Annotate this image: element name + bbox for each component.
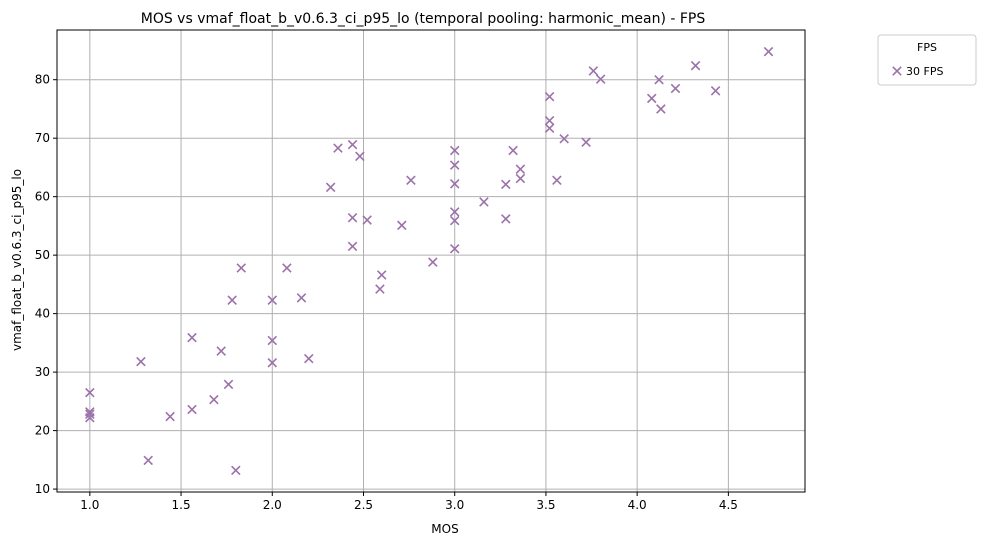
data-point	[304, 353, 314, 364]
y-tick-label: 60	[35, 190, 50, 204]
data-point	[646, 93, 657, 104]
data-point	[552, 175, 562, 186]
x-tick-label: 4.0	[628, 498, 647, 512]
legend: FPS 30 FPS	[877, 34, 977, 86]
data-point	[690, 60, 701, 71]
data-point	[670, 83, 681, 94]
y-axis-ticks: 10 20 30 40 50 60 70 80	[35, 73, 57, 496]
data-point	[397, 220, 407, 231]
data-point	[236, 263, 247, 273]
y-tick-label: 20	[35, 424, 50, 438]
data-point	[267, 335, 278, 346]
legend-series-label: 30 FPS	[906, 65, 943, 78]
data-point	[282, 263, 292, 273]
data-point	[544, 91, 555, 102]
data-point	[231, 465, 241, 476]
legend-marker	[892, 66, 902, 76]
data-point	[581, 137, 591, 148]
data-point	[267, 295, 278, 305]
legend-title: FPS	[917, 41, 937, 54]
data-point	[85, 409, 95, 419]
x-tick-label: 4.5	[719, 498, 738, 512]
data-point	[588, 66, 599, 76]
data-point	[325, 182, 336, 193]
data-point	[479, 197, 489, 207]
data-point	[515, 173, 526, 184]
legend-box	[877, 34, 977, 86]
data-point	[449, 243, 460, 254]
data-point	[763, 46, 774, 57]
y-tick-label: 30	[35, 365, 50, 379]
data-point	[656, 104, 666, 114]
data-point	[347, 139, 358, 150]
data-point	[449, 160, 460, 170]
data-point	[209, 394, 219, 405]
data-point	[187, 404, 197, 415]
plot-frame	[56, 29, 806, 493]
chart-title: MOS vs vmaf_float_b_v0.6.3_ci_p95_lo (te…	[141, 11, 706, 27]
data-point	[449, 179, 460, 189]
x-tick-label: 2.0	[263, 498, 282, 512]
data-point	[296, 293, 307, 303]
data-point	[595, 74, 606, 84]
data-point	[223, 379, 234, 390]
data-point	[515, 164, 526, 174]
data-point	[559, 134, 569, 144]
data-point	[85, 387, 95, 398]
data-point	[449, 215, 460, 226]
data-point	[501, 179, 511, 190]
data-point	[333, 143, 343, 153]
data-point	[375, 284, 385, 294]
data-point	[216, 346, 226, 356]
x-axis-ticks: 1.0 1.5 2.0 2.5 3.0 3.5 4.0 4.5	[80, 492, 738, 512]
data-point	[347, 241, 358, 252]
y-tick-label: 10	[35, 482, 50, 496]
data-point	[544, 123, 555, 134]
y-tick-label: 80	[35, 73, 50, 87]
data-point	[187, 332, 197, 343]
data-point	[544, 115, 555, 126]
y-tick-label: 70	[35, 131, 50, 145]
data-point	[501, 214, 511, 224]
legend-marker-x	[892, 66, 902, 76]
data-point	[85, 412, 95, 423]
data-point	[449, 145, 460, 156]
data-point	[406, 175, 416, 186]
x-tick-label: 3.5	[536, 498, 555, 512]
data-point	[710, 86, 721, 96]
data-point	[143, 455, 153, 466]
x-tick-label: 3.0	[445, 498, 464, 512]
y-axis-label: vmaf_float_b_v0.6.3_ci_p95_lo	[10, 169, 24, 351]
data-point	[654, 74, 664, 85]
x-tick-label: 2.5	[354, 498, 373, 512]
data-point	[347, 212, 358, 223]
data-point	[267, 357, 278, 368]
data-point	[227, 295, 237, 305]
data-point	[355, 151, 365, 162]
data-point	[449, 207, 460, 217]
data-point	[428, 257, 438, 267]
x-axis-label: MOS	[431, 522, 458, 536]
data-point	[508, 145, 518, 156]
data-point	[136, 356, 146, 367]
y-tick-label: 50	[35, 248, 50, 262]
data-points	[85, 46, 774, 476]
data-point	[165, 411, 175, 422]
x-tick-label: 1.0	[80, 498, 99, 512]
x-tick-label: 1.5	[172, 498, 191, 512]
data-point	[376, 270, 387, 280]
y-tick-label: 40	[35, 307, 50, 321]
data-point	[362, 215, 372, 225]
grid-lines	[57, 30, 805, 492]
